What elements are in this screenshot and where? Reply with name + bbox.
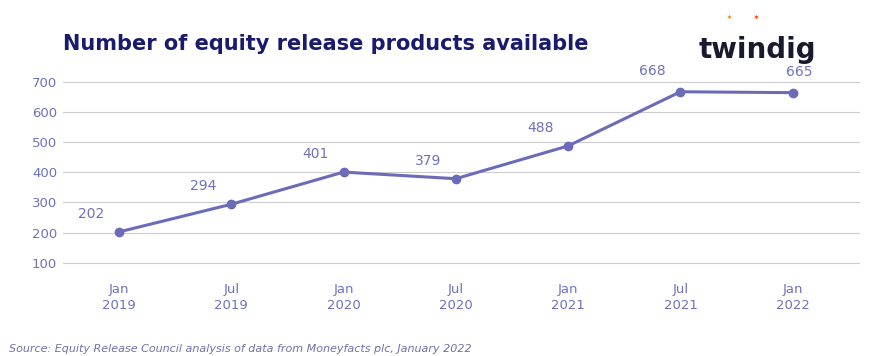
Text: 401: 401: [303, 147, 329, 161]
Text: 379: 379: [415, 153, 441, 168]
Text: ✶: ✶: [752, 14, 759, 23]
Text: Number of equity release products available: Number of equity release products availa…: [63, 34, 588, 54]
Text: ✶: ✶: [725, 14, 732, 23]
Text: 668: 668: [640, 64, 666, 78]
Text: 202: 202: [78, 207, 104, 221]
Text: Source: Equity Release Council analysis of data from Moneyfacts plc, January 202: Source: Equity Release Council analysis …: [9, 344, 471, 354]
Text: 488: 488: [527, 121, 554, 135]
Text: twindig: twindig: [699, 36, 816, 64]
Text: 665: 665: [787, 65, 813, 79]
Text: 294: 294: [190, 179, 217, 193]
